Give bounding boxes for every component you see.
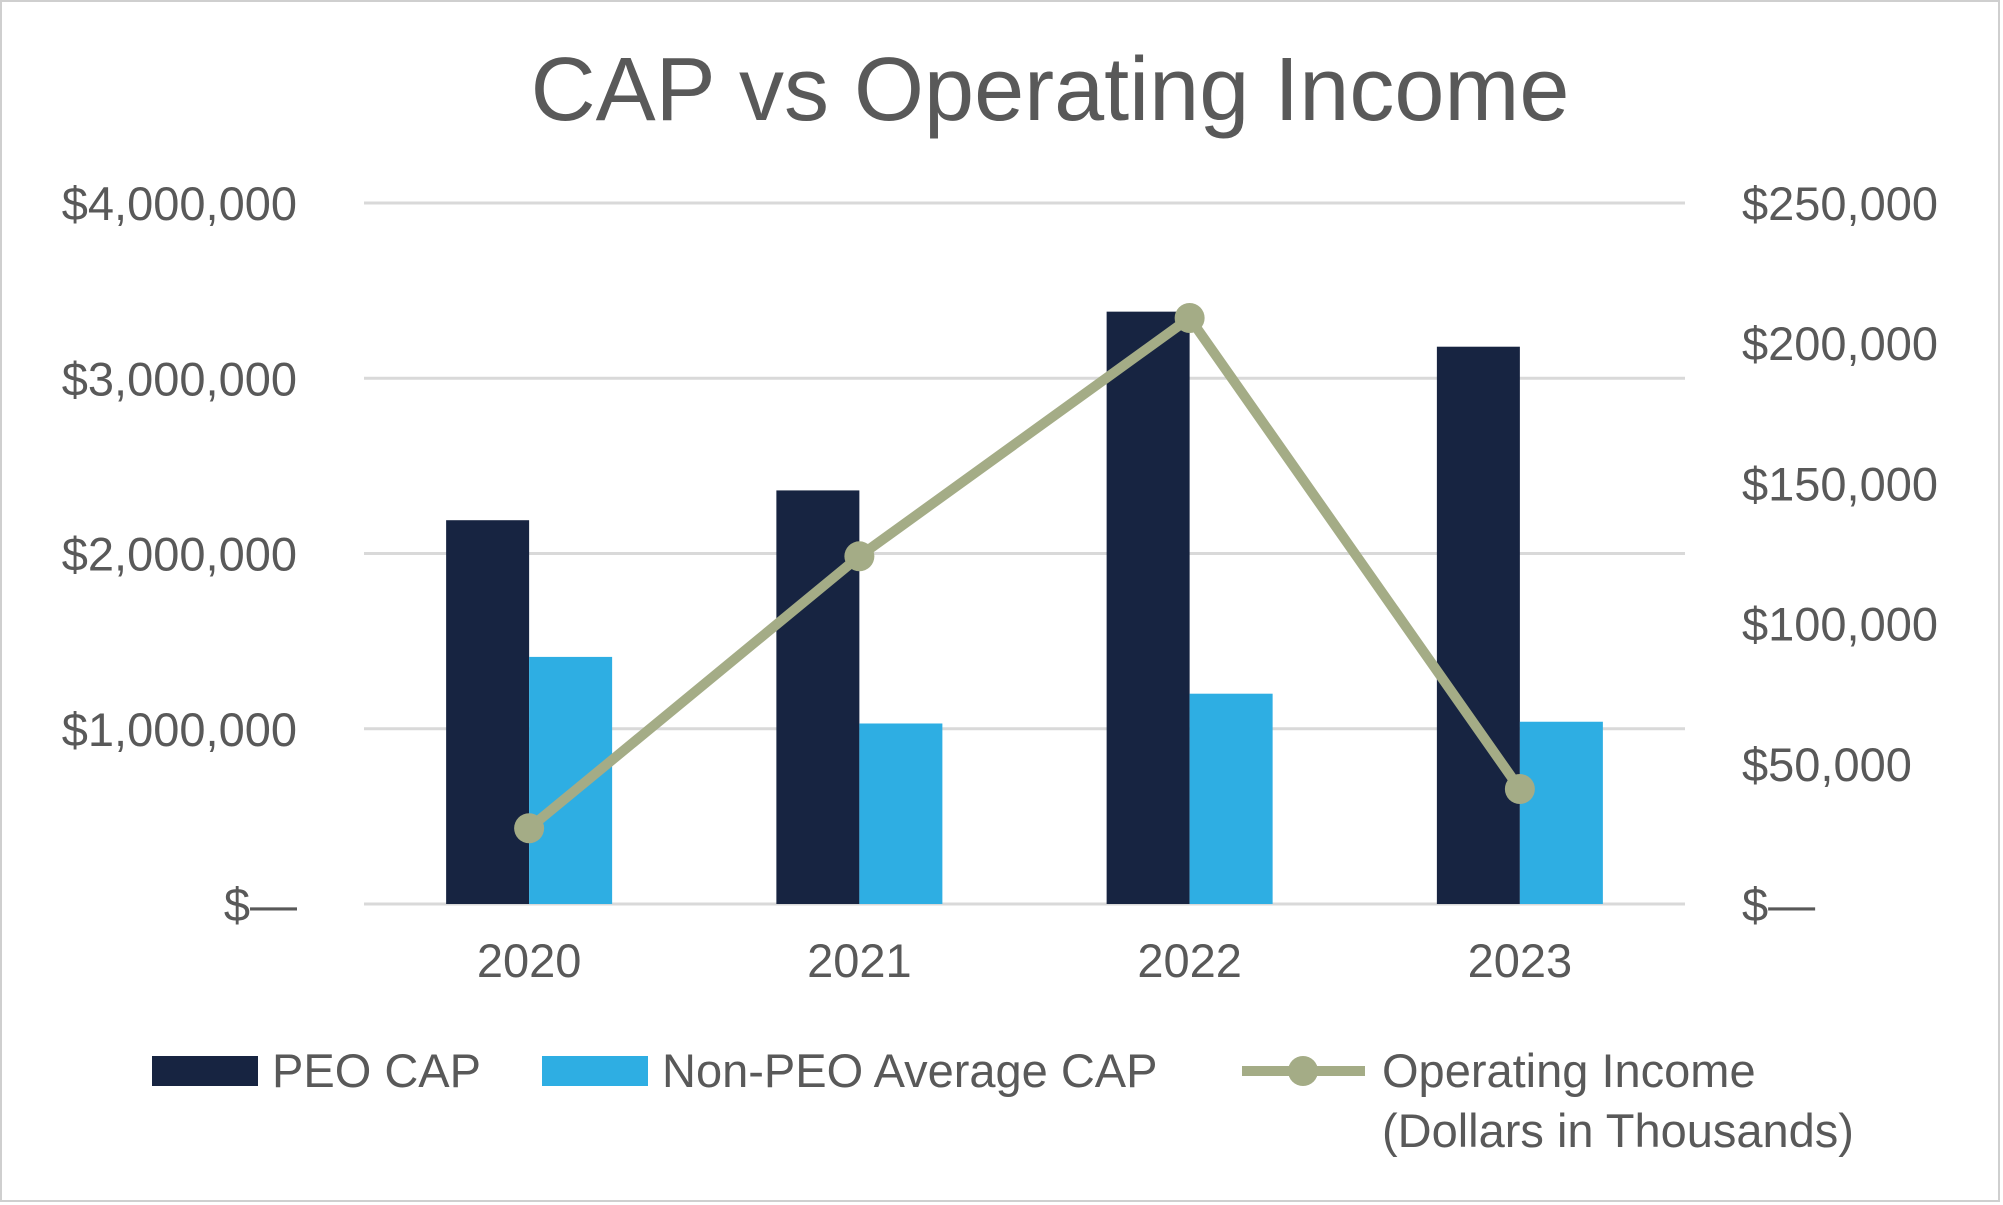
operating-income-line: [514, 302, 1535, 844]
left-axis-ticks: $— $1,000,000 $2,000,000 $3,000,000 $4,000,0…: [62, 177, 297, 931]
right-axis-ticks: $— $50,000 $100,000 $150,000 $200,000 $250,00…: [1742, 177, 1938, 931]
bar-non-peo-average-cap-2022: [1189, 693, 1273, 904]
left-axis-tick-label: $—: [224, 878, 297, 931]
bar-non-peo-average-cap-2023: [1519, 721, 1603, 904]
operating-income-point-2020: [514, 813, 545, 844]
bar-non-peo-average-cap-2020: [529, 656, 613, 904]
operating-income-point-2023: [1504, 774, 1535, 805]
legend-swatch-non-peo-cap: [542, 1056, 648, 1086]
right-axis-tick-label: $250,000: [1742, 177, 1938, 230]
legend-label-operating-income: Operating Income: [1382, 1044, 1756, 1097]
operating-income-polyline: [525, 312, 1524, 833]
x-axis-tick-label: 2023: [1468, 934, 1573, 987]
legend-swatch-peo-cap: [152, 1056, 258, 1086]
x-axis-tick-label: 2020: [477, 934, 582, 987]
bars: [446, 311, 1603, 905]
legend: PEO CAP Non-PEO Average CAP Operating In…: [152, 1044, 1854, 1157]
chart-title: CAP vs Operating Income: [531, 40, 1570, 140]
legend-marker-operating-income: [1288, 1056, 1318, 1086]
x-axis-ticks: 2020 2021 2022 2023: [477, 934, 1572, 987]
right-axis-tick-label: $50,000: [1742, 738, 1912, 791]
left-axis-tick-label: $4,000,000: [62, 177, 297, 230]
left-axis-tick-label: $2,000,000: [62, 528, 297, 581]
right-axis-tick-label: $200,000: [1742, 317, 1938, 370]
right-axis-tick-label: $100,000: [1742, 598, 1938, 651]
bar-peo-cap-2023: [1436, 346, 1520, 905]
left-axis-tick-label: $1,000,000: [62, 703, 297, 756]
legend-label-peo-cap: PEO CAP: [272, 1044, 481, 1097]
bar-peo-cap-2022: [1106, 311, 1190, 904]
right-axis-tick-label: $—: [1742, 878, 1815, 931]
operating-income-point-2022: [1174, 302, 1205, 333]
x-axis-tick-label: 2021: [807, 934, 912, 987]
left-axis-tick-label: $3,000,000: [62, 352, 297, 405]
bar-non-peo-average-cap-2021: [859, 723, 943, 904]
legend-label-non-peo-cap: Non-PEO Average CAP: [662, 1044, 1158, 1097]
bar-peo-cap-2020: [446, 520, 530, 904]
x-axis-tick-label: 2022: [1137, 934, 1242, 987]
legend-label-operating-income-units: (Dollars in Thousands): [1382, 1104, 1854, 1157]
operating-income-point-2021: [844, 541, 875, 572]
right-axis-tick-label: $150,000: [1742, 457, 1938, 510]
